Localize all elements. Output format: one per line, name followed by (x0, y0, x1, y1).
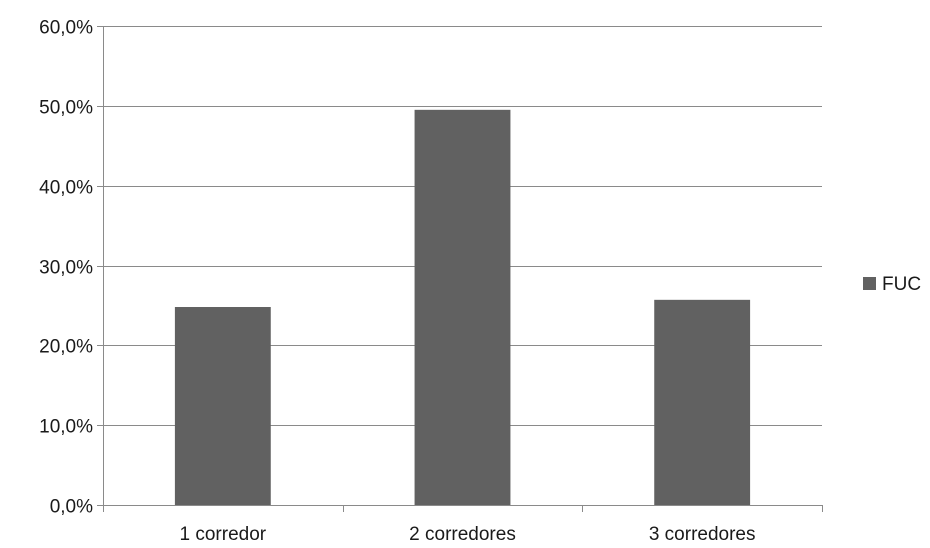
y-tick-label: 60,0% (39, 18, 93, 39)
legend-swatch (863, 277, 876, 290)
y-tick-labels: 0,0% 10,0% 20,0% 30,0% 40,0% 50,0% 60,0% (39, 18, 93, 518)
y-tick-label: 10,0% (39, 417, 93, 438)
legend-label-fuc: FUC (882, 274, 921, 295)
x-tick-labels: 1 corredor 2 corredores 3 corredores (180, 524, 756, 545)
x-tick-label: 3 corredores (649, 524, 756, 545)
bar (654, 299, 751, 505)
y-tick-label: 30,0% (39, 258, 93, 279)
bars (174, 109, 751, 505)
y-tick-label: 40,0% (39, 178, 93, 199)
y-tick-label: 0,0% (50, 497, 93, 518)
bar (174, 307, 271, 505)
x-tick-label: 2 corredores (409, 524, 516, 545)
axes (97, 26, 823, 512)
bar (414, 109, 511, 505)
legend: FUC (863, 274, 921, 295)
x-tick-label: 1 corredor (180, 524, 267, 545)
y-tick-label: 50,0% (39, 98, 93, 119)
y-tick-label: 20,0% (39, 337, 93, 358)
